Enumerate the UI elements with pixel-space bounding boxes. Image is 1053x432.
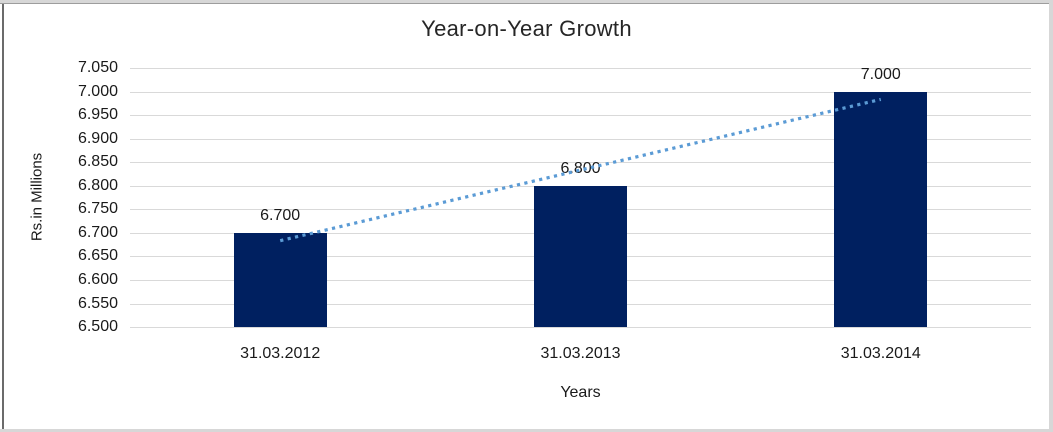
x-axis-title: Years xyxy=(560,384,601,401)
y-axis-tick-label: 6.750 xyxy=(77,200,118,218)
frame-border-left-line xyxy=(2,4,4,429)
data-label: 7.000 xyxy=(860,65,901,83)
y-axis-tick-label: 6.600 xyxy=(77,270,118,288)
gridline xyxy=(130,327,1031,328)
data-label: 6.800 xyxy=(560,159,601,177)
y-axis-tick-label: 6.650 xyxy=(77,247,118,265)
y-axis-tick-label: 7.000 xyxy=(77,82,118,100)
y-axis-tick-label: 6.550 xyxy=(77,294,118,312)
y-axis-tick-label: 6.950 xyxy=(77,106,118,124)
x-axis-tick-label: 31.03.2012 xyxy=(240,345,321,362)
x-axis-tick-label: 31.03.2014 xyxy=(840,345,921,362)
gridline xyxy=(130,68,1031,69)
y-axis-tick-label: 6.500 xyxy=(77,318,118,335)
chart-title: Year-on-Year Growth xyxy=(421,16,632,41)
frame-border-bottom xyxy=(0,429,1053,432)
bar-31.03.2012[interactable] xyxy=(233,232,327,327)
y-axis-tick-label: 6.700 xyxy=(77,223,118,241)
frame-border-top xyxy=(0,0,1053,3)
frame-border-top-line xyxy=(0,3,1053,4)
data-label: 6.700 xyxy=(260,206,301,224)
bar-31.03.2014[interactable] xyxy=(834,91,928,327)
frame-border-right xyxy=(1049,0,1053,432)
bar-31.03.2013[interactable] xyxy=(534,185,627,327)
gridline xyxy=(130,91,1031,93)
y-axis-tick-label: 6.850 xyxy=(77,153,118,171)
x-axis-tick-label: 31.03.2013 xyxy=(540,345,621,362)
y-axis-tick-label: 7.050 xyxy=(77,59,118,76)
y-axis-tick-label: 6.900 xyxy=(77,129,118,147)
y-axis-tick-label: 6.800 xyxy=(77,176,118,194)
